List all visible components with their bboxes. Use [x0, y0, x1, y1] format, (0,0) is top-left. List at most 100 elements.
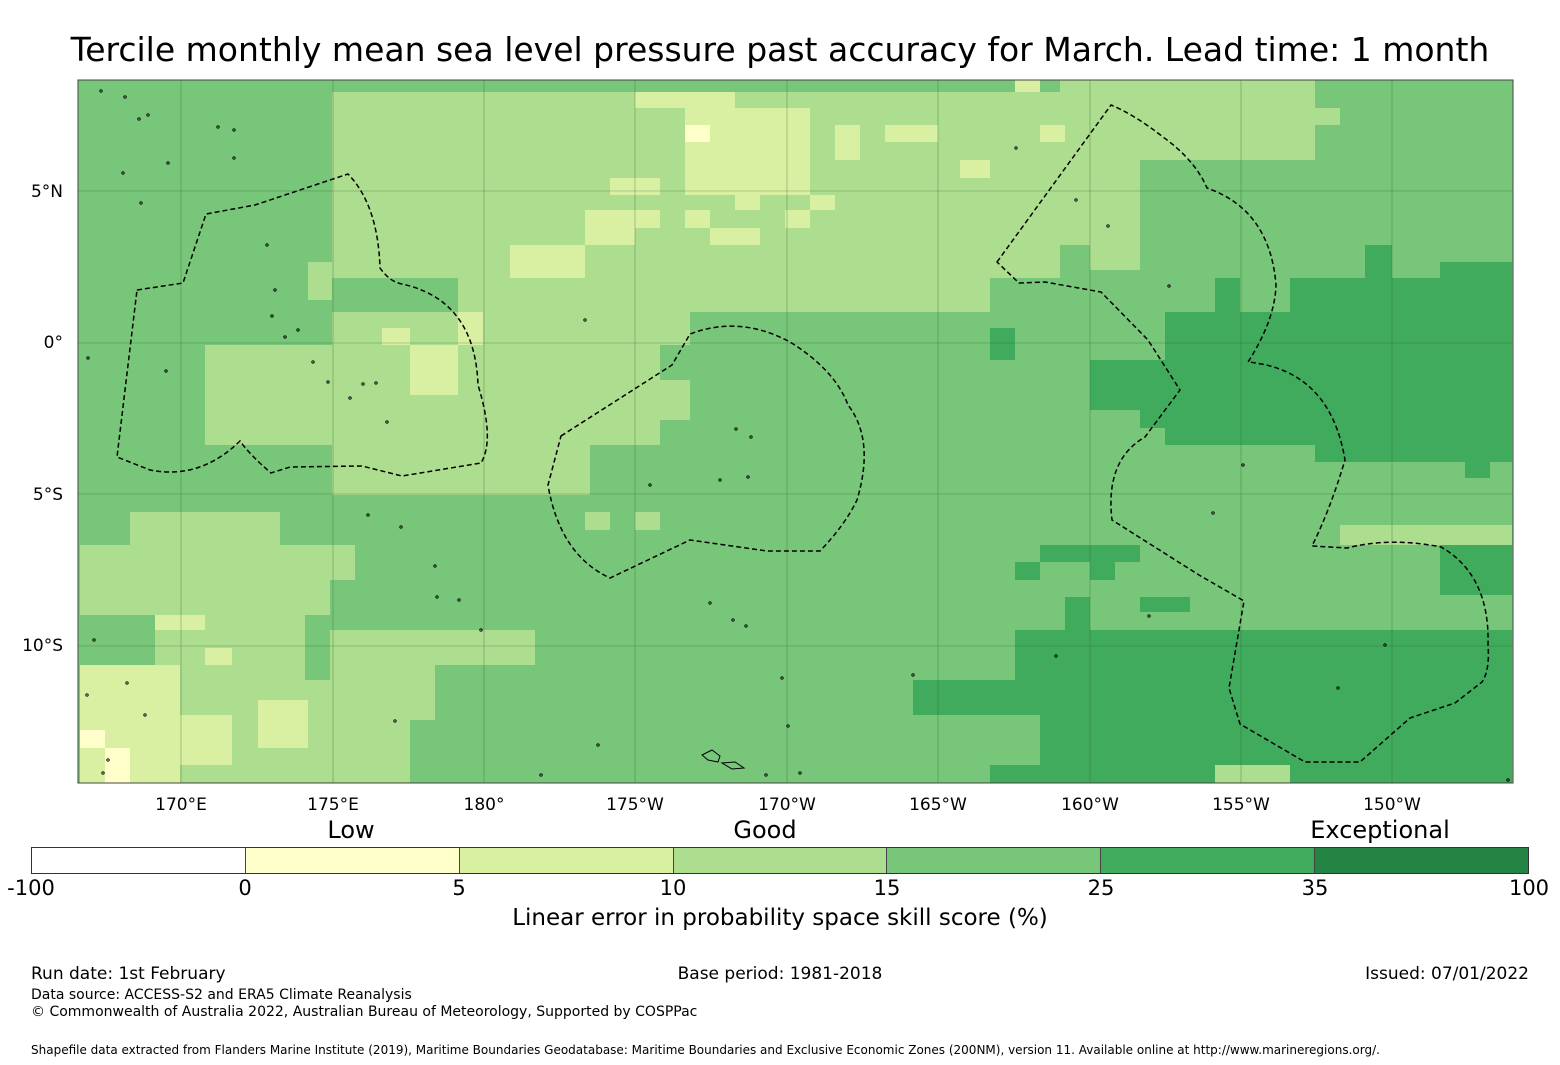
- skill-heatmap: [78, 80, 1513, 783]
- eez-boundaries: [116, 104, 1490, 763]
- skill-score-map: 5°N 0° 5°S 10°S 170°E 175°E 180° 175°W 1…: [22, 79, 1514, 815]
- island: [457, 598, 461, 602]
- skill-cell: [205, 648, 232, 665]
- colorbar-tick: 0: [238, 876, 252, 900]
- issued-date: Issued: 07/01/2022: [1365, 964, 1529, 984]
- copyright: © Commonwealth of Australia 2022, Austra…: [31, 1004, 698, 1020]
- skill-cell: [685, 125, 710, 142]
- island: [232, 128, 236, 132]
- island: [479, 628, 483, 632]
- island: [749, 435, 753, 439]
- island: [744, 624, 748, 628]
- lon-label-155w: 155°W: [1212, 795, 1270, 815]
- skill-cell: [382, 328, 410, 345]
- island: [583, 318, 587, 322]
- map-title: Tercile monthly mean sea level pressure …: [70, 30, 1490, 69]
- skill-cell: [1140, 597, 1190, 612]
- skill-cell: [810, 195, 835, 210]
- lon-label-150w: 150°W: [1363, 795, 1421, 815]
- skill-cell: [913, 680, 1040, 715]
- lon-label-170w: 170°W: [758, 795, 816, 815]
- skill-cell: [735, 195, 760, 210]
- base-period: Base period: 1981-2018: [677, 964, 883, 984]
- skill-cell: [1440, 545, 1512, 595]
- island: [86, 356, 90, 360]
- colorbar-tick: 25: [1087, 876, 1115, 900]
- colorbar-segment-2: [245, 848, 460, 873]
- skill-cell: [1465, 462, 1490, 478]
- colorbar-tick: 15: [873, 876, 901, 900]
- skill-cell: [458, 312, 483, 345]
- island: [283, 335, 287, 339]
- island: [708, 601, 712, 605]
- skill-cell: [585, 512, 610, 530]
- lon-label-170e: 170°E: [155, 795, 207, 815]
- island: [435, 595, 439, 599]
- island: [1383, 643, 1387, 647]
- skill-cell: [1440, 262, 1512, 278]
- colorbar-label: Linear error in probability space skill …: [512, 905, 1048, 931]
- skill-cell: [990, 160, 1140, 245]
- lat-label-0: 0°: [44, 333, 63, 353]
- skill-cell: [1015, 80, 1040, 92]
- colorbar-tick: 10: [659, 876, 687, 900]
- legend-category-low: Low: [327, 816, 375, 844]
- island: [746, 475, 750, 479]
- lon-label-165w: 165°W: [909, 795, 967, 815]
- lon-label-175w: 175°W: [606, 795, 664, 815]
- skill-cell: [410, 345, 458, 395]
- island: [1054, 654, 1058, 658]
- shapefile-credit: Shapefile data extracted from Flanders M…: [31, 1043, 1380, 1057]
- skill-cell: [860, 278, 940, 300]
- lat-label-5s: 5°S: [33, 485, 63, 505]
- island: [232, 156, 236, 160]
- skill-cell: [130, 665, 180, 700]
- skill-cell: [1015, 630, 1512, 680]
- island: [265, 243, 269, 247]
- legend-category-exceptional: Exceptional: [1310, 816, 1450, 844]
- island: [1074, 198, 1078, 202]
- island: [385, 420, 389, 424]
- island: [596, 743, 600, 747]
- skill-cell: [80, 730, 105, 748]
- island: [1241, 463, 1245, 467]
- island: [1211, 511, 1215, 515]
- skill-cell: [1290, 765, 1512, 783]
- island: [146, 113, 150, 117]
- island: [798, 771, 802, 775]
- island: [1167, 284, 1171, 288]
- skill-cell: [1215, 278, 1240, 312]
- island: [348, 396, 352, 400]
- island: [139, 201, 143, 205]
- run-date: Run date: 1st February: [31, 964, 226, 984]
- samoa-island: [701, 749, 746, 770]
- island: [101, 771, 105, 775]
- island: [1336, 686, 1340, 690]
- island: [1014, 146, 1018, 150]
- island: [164, 369, 168, 373]
- colorbar-segment-1: [32, 848, 246, 873]
- island: [1106, 224, 1110, 228]
- island: [216, 125, 220, 129]
- skill-cell: [635, 210, 660, 228]
- island: [374, 381, 378, 385]
- skill-cell: [1140, 410, 1215, 428]
- island: [99, 89, 103, 93]
- data-source: Data source: ACCESS-S2 and ERA5 Climate …: [31, 987, 412, 1003]
- skill-cell: [155, 615, 205, 630]
- island: [361, 382, 365, 386]
- island-coastlines: [85, 89, 1510, 782]
- lat-label-10s: 10°S: [22, 636, 63, 656]
- island: [296, 328, 300, 332]
- lon-label-160w: 160°W: [1061, 795, 1119, 815]
- legend-category-good: Good: [733, 816, 797, 844]
- skill-cell: [785, 210, 810, 228]
- skill-cell: [585, 210, 635, 245]
- map-gridlines: [78, 80, 1513, 783]
- eez-boundary-1: [116, 173, 488, 477]
- skill-cell: [1365, 245, 1392, 278]
- latitude-labels: 5°N 0° 5°S 10°S: [22, 182, 63, 656]
- skill-cell: [258, 700, 308, 748]
- island: [1506, 778, 1510, 782]
- lat-label-5n: 5°N: [31, 182, 63, 202]
